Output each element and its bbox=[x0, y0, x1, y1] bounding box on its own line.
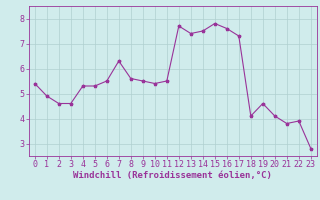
X-axis label: Windchill (Refroidissement éolien,°C): Windchill (Refroidissement éolien,°C) bbox=[73, 171, 272, 180]
